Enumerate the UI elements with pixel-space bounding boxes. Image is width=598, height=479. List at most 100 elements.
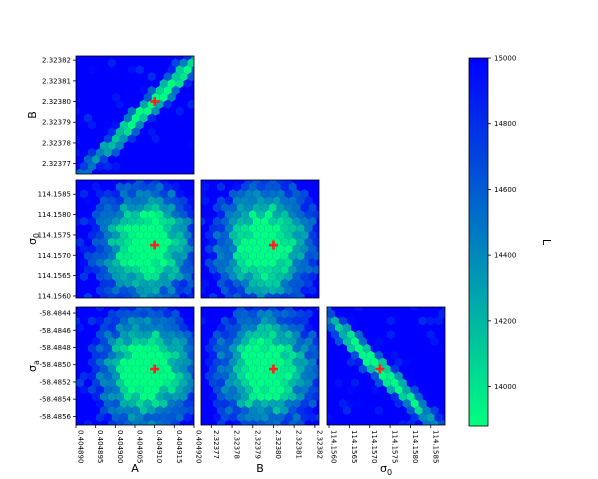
hexbin-cell [119,230,128,240]
hexbin-cell [139,113,148,123]
hexbin-cell [127,412,136,422]
hexbin-cell [268,330,277,340]
hexbin-cell [127,216,136,226]
hexbin-cell [143,307,152,312]
hexbin-cell [374,350,383,360]
hexbin-cell [264,182,273,192]
colorbar: 14000 14200 14400 14600 14800 15000 L [468,55,553,427]
hexbin-cell [296,419,305,425]
hexbin-cell [76,316,80,326]
hexbin-cell [127,230,136,240]
hexbin-cell [147,336,156,347]
hexbin-cell [127,134,136,144]
hexbin-cell [151,343,160,353]
hexbin-cell [95,412,104,422]
hexbin-cell [394,385,403,395]
hexbin-cell [159,343,168,353]
hexbin-cell [123,392,132,402]
hexbin-cell [248,405,257,416]
hexbin-cell [143,343,152,353]
hexbin-cell [260,412,269,422]
hexbin-cell [196,58,204,67]
hexbin-cell [179,364,188,374]
hexbin-cell [135,180,144,185]
hexbin-cell [171,278,180,289]
hexbin-cell [236,371,245,381]
hexbin-cell [76,237,84,247]
hexbin-cell [378,357,387,367]
hexbin-cell [256,392,265,402]
hexbin-cell [236,230,245,240]
hexbin-cell [191,272,194,281]
hexbin-cell [167,343,176,353]
hexbin-cell [131,182,140,192]
hexbin-cell [244,272,253,282]
hexbin-cell [268,371,277,381]
panel-sigmaa-vs-sigma0 [326,296,447,426]
hexbin-cell [240,336,249,347]
hexbin-cell [163,237,172,247]
hexbin-cell [439,296,447,305]
hexbin-cell [103,244,112,254]
hexbin-cell [272,209,281,220]
hexbin-cell [155,323,164,333]
hexbin-cell [216,237,225,247]
hexbin-cell [99,323,108,333]
hexbin-cell [280,182,289,192]
hexbin-cell [280,292,289,298]
hexbin-cell [147,278,156,289]
hexbin-cell [272,336,281,347]
hexbin-cell [147,113,156,123]
hexbin-cell [304,196,313,206]
hexbin-cell [107,405,116,416]
hexbin-cell [338,316,347,326]
hexbin-cell [248,278,257,289]
hexbin-cell [236,343,245,353]
hexbin-cell [163,392,172,402]
hexbin-cell [430,336,439,347]
hexbin-cell [350,336,359,347]
hexbin-cell [83,196,92,206]
hexbin-cell [224,292,233,298]
hexbin-cell [276,216,285,226]
hexbin-cell [374,405,383,416]
x-tick-label: 0.404910 [155,430,163,463]
hexbin-cell [95,399,104,409]
hexbin-cell [143,180,152,185]
colorbar-tick-label: 14800 [494,120,516,128]
hexbin-cell [216,209,225,220]
hexbin-cell [292,216,301,226]
hexbin-cell [220,330,229,340]
hexbin-cell [119,180,128,185]
hexbin-cell [268,399,277,409]
hexbin-cell [284,203,293,213]
hexbin-cell [386,385,395,395]
hexbin-cell [187,323,194,333]
hexbin-cell [366,350,375,360]
hexbin-cell [115,196,124,206]
hexbin-cell [312,392,319,402]
hexbin-cell [276,272,285,282]
hexbin-cell [327,316,331,326]
hexbin-cell [167,230,176,240]
hexbin-cell [308,399,317,409]
hexbin-cell [135,65,144,75]
hexbin-cell [272,251,281,261]
hexbin-cell [83,154,92,165]
hexbin-cell [292,343,301,353]
hexbin-cell [79,244,88,254]
hexbin-cell [248,364,257,374]
hexbin-cell [139,378,148,388]
hexbin-cell [434,385,443,395]
hexbin-cell [232,292,241,298]
hexbin-cell [430,419,439,425]
hexbin-cell [296,350,305,360]
hexbin-cell [272,392,281,402]
hexbin-cell [123,141,132,151]
hexbin-cell [95,161,104,171]
hexbin-cell [163,223,172,233]
hexbin-cell [212,258,221,268]
hexbin-cell [201,182,209,192]
hexbin-cell [155,378,164,388]
hexbin-cell [296,278,305,289]
